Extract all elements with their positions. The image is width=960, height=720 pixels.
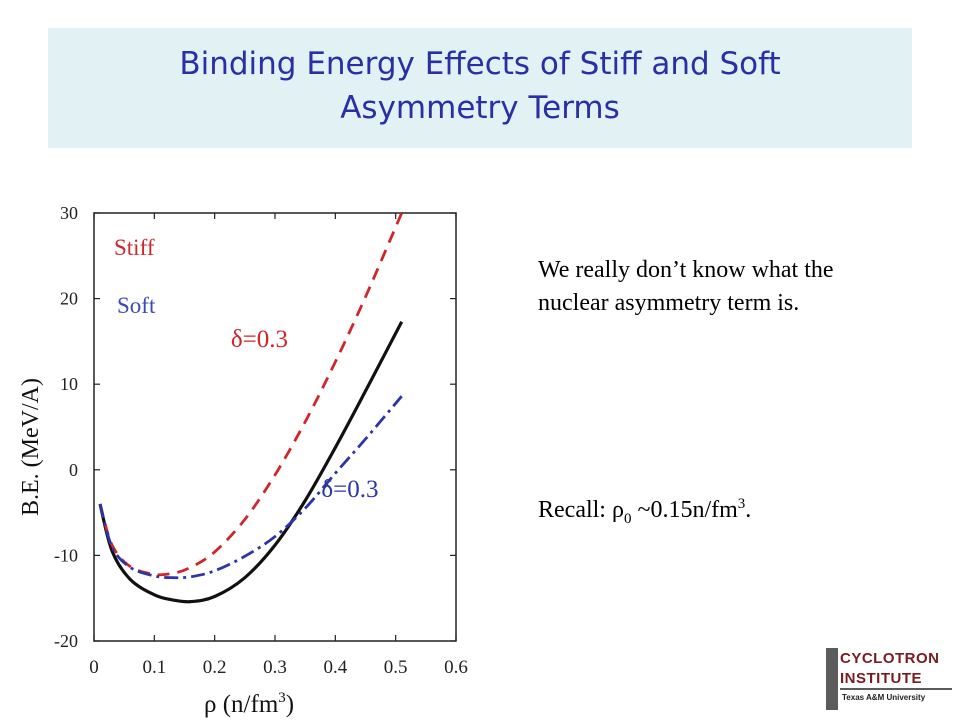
logo-line-3: Texas A&M University (842, 693, 926, 702)
recall-value: ~0.15n/fm (631, 497, 738, 523)
x-tick-label: 0.2 (203, 657, 227, 678)
recall-end: . (745, 497, 752, 523)
recall-superscript: 3 (737, 496, 746, 512)
logo-line-2: INSTITUTE (840, 670, 922, 687)
series-line-dashdot (98, 395, 403, 580)
x-axis-label: ρ (n/fm3) (204, 690, 294, 718)
series-line-dashed (98, 213, 403, 577)
y-tick-label: 20 (60, 289, 78, 309)
x-tick-label: 0.3 (263, 657, 287, 678)
x-tick-label: 0.5 (384, 657, 408, 678)
cyclotron-institute-logo: CYCLOTRON INSTITUTE Texas A&M University (818, 640, 960, 720)
delta-annotation: δ=0.3 (231, 326, 288, 353)
slide-title-line-2: Asymmetry Terms (340, 90, 620, 126)
y-tick-label: -20 (54, 631, 78, 651)
logo-rule (840, 688, 952, 690)
asymmetry-note: We really don’t know what the nuclear as… (538, 257, 834, 316)
logo-line-1: CYCLOTRON (840, 650, 940, 667)
y-tick-label: 0 (69, 460, 78, 480)
legend-label-soft: Soft (117, 293, 156, 318)
slide-title-line-1: Binding Energy Effects of Stiff and Soft (179, 46, 781, 82)
plot-frame (93, 212, 457, 642)
recall-subscript: 0 (623, 510, 632, 527)
recall-rho: ρ (611, 497, 624, 523)
binding-energy-chart: 0 0.1 0.2 0.3 0.4 0.5 0.6 -20 -10 0 10 20 30 Stiff Sof… (18, 203, 468, 718)
x-tick-label: 0.1 (142, 657, 166, 678)
y-tick-label: 30 (60, 203, 78, 223)
y-tick-label: 10 (60, 374, 78, 394)
legend-label-stiff: Stiff (114, 235, 155, 260)
x-tick-label: 0 (89, 657, 99, 678)
y-axis-label: B.E. (MeV/A) (18, 378, 44, 516)
title-banner: Binding Energy Effects of Stiff and Soft… (48, 28, 912, 148)
y-tick-label: -10 (54, 545, 78, 565)
delta-annotation: δ=0.3 (321, 476, 378, 503)
recall-prefix: Recall: (538, 497, 612, 523)
recall-note: Recall: ρ0 ~0.15n/fm3. (538, 488, 751, 536)
series-group (98, 213, 404, 604)
x-tick-label: 0.4 (323, 657, 347, 678)
x-tick-label: 0.6 (444, 657, 468, 678)
logo-bar (826, 648, 838, 710)
series-line-solid (98, 320, 404, 604)
